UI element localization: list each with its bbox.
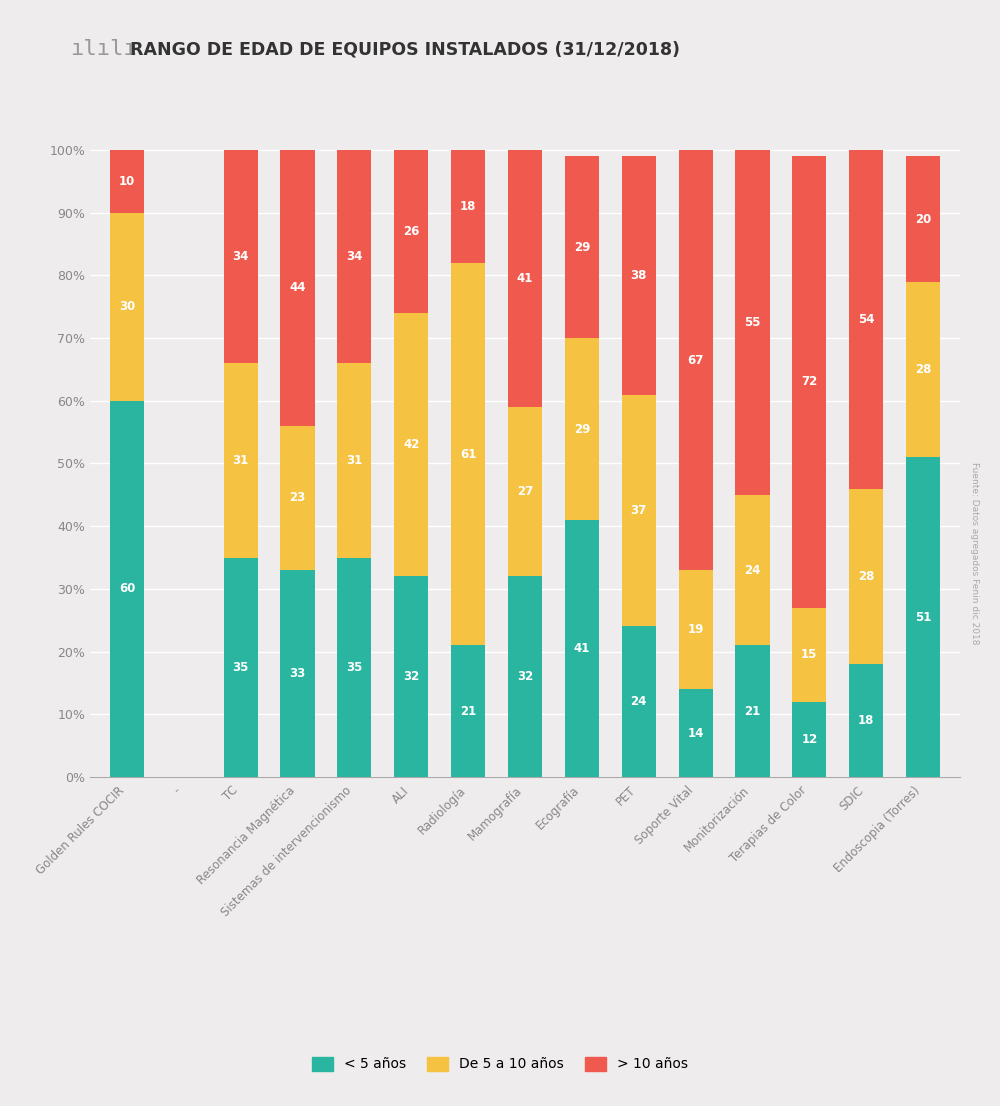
Bar — [792, 607, 826, 701]
Bar — [565, 156, 599, 338]
Text: 42: 42 — [403, 438, 419, 451]
Bar — [224, 557, 258, 776]
Text: RANGO DE EDAD DE EQUIPOS INSTALADOS (31/12/2018): RANGO DE EDAD DE EQUIPOS INSTALADOS (31/… — [130, 41, 680, 59]
Bar — [622, 395, 656, 626]
Text: 31: 31 — [233, 453, 249, 467]
Text: 23: 23 — [289, 491, 306, 504]
Text: 31: 31 — [346, 453, 363, 467]
Text: 34: 34 — [346, 250, 363, 263]
Bar — [735, 150, 770, 494]
Bar — [508, 150, 542, 407]
Text: 67: 67 — [687, 354, 704, 366]
Text: 18: 18 — [460, 200, 476, 213]
Text: 12: 12 — [801, 733, 817, 745]
Text: 21: 21 — [460, 705, 476, 718]
Text: 60: 60 — [119, 583, 135, 595]
Text: 24: 24 — [744, 564, 761, 576]
Text: 55: 55 — [744, 316, 761, 328]
Bar — [280, 150, 315, 426]
Text: 33: 33 — [289, 667, 306, 680]
Text: 10: 10 — [119, 175, 135, 188]
Bar — [337, 557, 371, 776]
Bar — [508, 407, 542, 576]
Bar — [394, 576, 428, 776]
Text: Fuente: Datos agregados Fenin dic 2018: Fuente: Datos agregados Fenin dic 2018 — [970, 461, 980, 645]
Bar — [906, 457, 940, 776]
Text: 72: 72 — [801, 376, 817, 388]
Bar — [110, 212, 144, 400]
Text: 29: 29 — [574, 422, 590, 436]
Text: 32: 32 — [517, 670, 533, 684]
Text: 19: 19 — [687, 623, 704, 636]
Text: 41: 41 — [517, 272, 533, 285]
Bar — [451, 645, 485, 776]
Text: 54: 54 — [858, 313, 874, 326]
Text: 41: 41 — [574, 641, 590, 655]
Bar — [451, 150, 485, 263]
Bar — [110, 400, 144, 776]
Bar — [280, 426, 315, 570]
Bar — [849, 150, 883, 489]
Text: 27: 27 — [517, 486, 533, 498]
Text: 24: 24 — [631, 696, 647, 708]
Bar — [622, 626, 656, 776]
Bar — [792, 156, 826, 607]
Text: 20: 20 — [915, 212, 931, 226]
Bar — [906, 156, 940, 282]
Bar — [508, 576, 542, 776]
Bar — [679, 689, 713, 776]
Text: 29: 29 — [574, 241, 590, 253]
Bar — [565, 338, 599, 520]
Text: ılılı: ılılı — [70, 39, 137, 59]
Bar — [394, 150, 428, 313]
Text: 15: 15 — [801, 648, 818, 661]
Bar — [224, 150, 258, 363]
Bar — [622, 156, 656, 395]
Text: 35: 35 — [346, 660, 363, 674]
Text: 28: 28 — [858, 570, 874, 583]
Text: 34: 34 — [232, 250, 249, 263]
Bar — [337, 363, 371, 557]
Text: 37: 37 — [631, 504, 647, 517]
Bar — [394, 313, 428, 576]
Bar — [849, 664, 883, 776]
Text: 44: 44 — [289, 281, 306, 294]
Text: 26: 26 — [403, 225, 419, 238]
Bar — [451, 263, 485, 645]
Text: 18: 18 — [858, 714, 874, 727]
Bar — [849, 489, 883, 664]
Text: 21: 21 — [744, 705, 761, 718]
Bar — [565, 520, 599, 776]
Text: 51: 51 — [915, 611, 931, 624]
Bar — [735, 645, 770, 776]
Bar — [735, 494, 770, 645]
Text: 32: 32 — [403, 670, 419, 684]
Bar — [792, 701, 826, 776]
Bar — [110, 150, 144, 212]
Bar — [280, 570, 315, 776]
Bar — [906, 282, 940, 457]
Text: 38: 38 — [631, 269, 647, 282]
Bar — [679, 570, 713, 689]
Text: 35: 35 — [232, 660, 249, 674]
Bar — [224, 363, 258, 557]
Bar — [679, 150, 713, 570]
Bar — [337, 150, 371, 363]
Legend: < 5 años, De 5 a 10 años, > 10 años: < 5 años, De 5 a 10 años, > 10 años — [307, 1051, 693, 1077]
Text: 30: 30 — [119, 300, 135, 313]
Text: 14: 14 — [687, 727, 704, 740]
Text: 28: 28 — [915, 363, 931, 376]
Text: 61: 61 — [460, 448, 476, 460]
